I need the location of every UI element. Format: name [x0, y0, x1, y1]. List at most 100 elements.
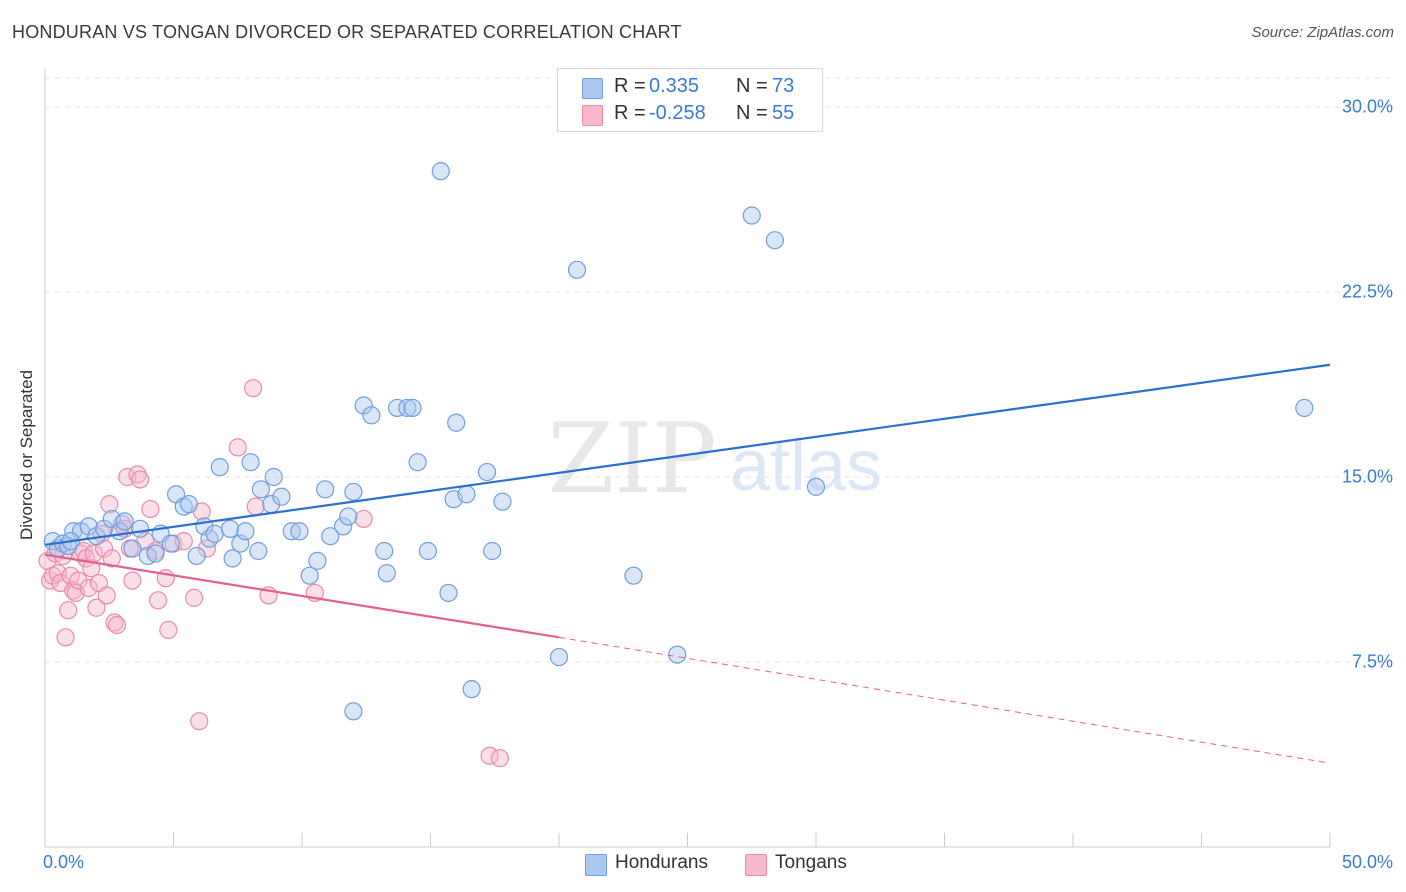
- honduran-point: [362, 406, 381, 425]
- tongan-trend-line: [44, 553, 560, 639]
- honduran-trend-line: [44, 363, 1331, 546]
- r-value: -0.258: [649, 102, 706, 124]
- honduran-point: [300, 566, 319, 585]
- tongan-point: [107, 615, 127, 635]
- source-label: Source: ZipAtlas.com: [1251, 24, 1394, 41]
- gridlines: [45, 77, 1392, 663]
- honduran-point: [316, 480, 335, 499]
- honduran-point: [130, 519, 150, 538]
- honduran-point: [408, 453, 427, 472]
- honduran-point: [220, 519, 240, 538]
- honduran-point: [187, 546, 206, 566]
- honduran-point: [431, 162, 450, 181]
- x-tick-label-max: 50.0%: [1341, 852, 1393, 872]
- honduran-point: [483, 541, 502, 561]
- honduran-point: [1295, 398, 1314, 418]
- honduran-point: [210, 458, 229, 477]
- chart-title: HONDURAN VS TONGAN DIVORCED OR SEPARATED…: [12, 22, 682, 42]
- hondurans-legend-swatch: [585, 854, 607, 876]
- honduran-point: [403, 398, 422, 418]
- trend-lines: [44, 363, 1331, 764]
- tongan-point: [244, 379, 263, 398]
- honduran-point: [549, 647, 569, 667]
- tongan-point: [59, 601, 78, 620]
- honduran-point: [765, 231, 784, 250]
- tongan-point: [69, 571, 88, 590]
- honduran-point: [339, 507, 358, 526]
- tongan-point: [141, 499, 160, 519]
- honduran-point: [334, 517, 353, 536]
- honduran-point: [205, 524, 224, 543]
- honduran-point: [251, 480, 270, 499]
- honduran-point: [493, 492, 512, 511]
- n-label: N =: [736, 75, 768, 97]
- honduran-point: [624, 566, 643, 585]
- tongan-point: [87, 598, 106, 617]
- n-value: 55: [772, 102, 795, 124]
- tongan-point: [56, 628, 75, 647]
- tongan-point: [159, 620, 178, 640]
- y-tick-label: 22.5%: [1341, 281, 1393, 302]
- tongan-point: [64, 581, 83, 600]
- honduran-point: [249, 541, 268, 561]
- tongan-point: [97, 586, 116, 605]
- y-tick-label: 7.5%: [1351, 651, 1393, 672]
- honduran-point: [146, 544, 165, 563]
- honduran-point: [79, 517, 98, 536]
- honduran-point: [806, 477, 826, 496]
- honduran-point: [223, 549, 242, 568]
- stats-legend: R = 0.335 N = 73 R = -0.258 N = 55: [557, 68, 823, 132]
- honduran-point: [477, 462, 497, 482]
- tongans-legend-swatch: [745, 854, 767, 876]
- honduran-point: [200, 529, 219, 548]
- y-tick-label: 30.0%: [1341, 96, 1393, 117]
- honduran-point: [236, 522, 255, 541]
- hondurans-swatch: [582, 78, 603, 99]
- hondurans-legend-label: Hondurans: [615, 852, 708, 873]
- r-value: 0.335: [649, 75, 700, 97]
- honduran-point: [377, 564, 396, 583]
- honduran-point: [668, 645, 687, 664]
- honduran-point: [439, 583, 458, 603]
- tongan-point: [105, 613, 124, 632]
- tongan-point: [148, 591, 168, 610]
- honduran-point: [398, 398, 417, 418]
- tongan-point: [102, 549, 121, 568]
- honduran-point: [344, 482, 363, 501]
- tongans-swatch: [582, 105, 603, 126]
- tongan-point: [490, 749, 509, 768]
- r-label: R =: [614, 75, 646, 97]
- honduran-point: [567, 260, 587, 279]
- honduran-point: [344, 702, 363, 721]
- n-value: 73: [772, 75, 795, 97]
- honduran-point: [354, 396, 373, 415]
- honduran-point: [241, 453, 260, 472]
- honduran-point: [264, 467, 283, 487]
- tongan-point: [190, 712, 209, 731]
- honduran-point: [290, 522, 309, 541]
- tongan-trend-extrapolation: [558, 636, 1331, 764]
- watermark: ZIP atlas: [547, 403, 882, 515]
- tongan-point: [82, 559, 101, 578]
- honduran-point: [272, 487, 291, 506]
- honduran-point: [123, 539, 142, 558]
- n-label: N =: [736, 102, 768, 124]
- x-tick-label-min: 0.0%: [43, 852, 85, 872]
- watermark-zip: ZIP: [547, 403, 716, 515]
- honduran-point: [447, 413, 466, 432]
- honduran-point: [387, 398, 407, 418]
- honduran-point: [161, 534, 181, 553]
- honduran-point: [462, 680, 481, 699]
- honduran-point: [418, 541, 438, 561]
- tongan-point: [246, 497, 265, 516]
- tongan-point: [130, 470, 150, 489]
- honduran-point: [742, 206, 761, 225]
- tongans-legend-label: Tongans: [775, 852, 847, 873]
- tongan-point: [100, 495, 119, 514]
- honduran-point: [179, 495, 199, 514]
- tongan-point: [184, 588, 204, 607]
- honduran-point: [282, 522, 301, 541]
- tongan-point: [123, 571, 142, 590]
- honduran-point: [375, 541, 394, 561]
